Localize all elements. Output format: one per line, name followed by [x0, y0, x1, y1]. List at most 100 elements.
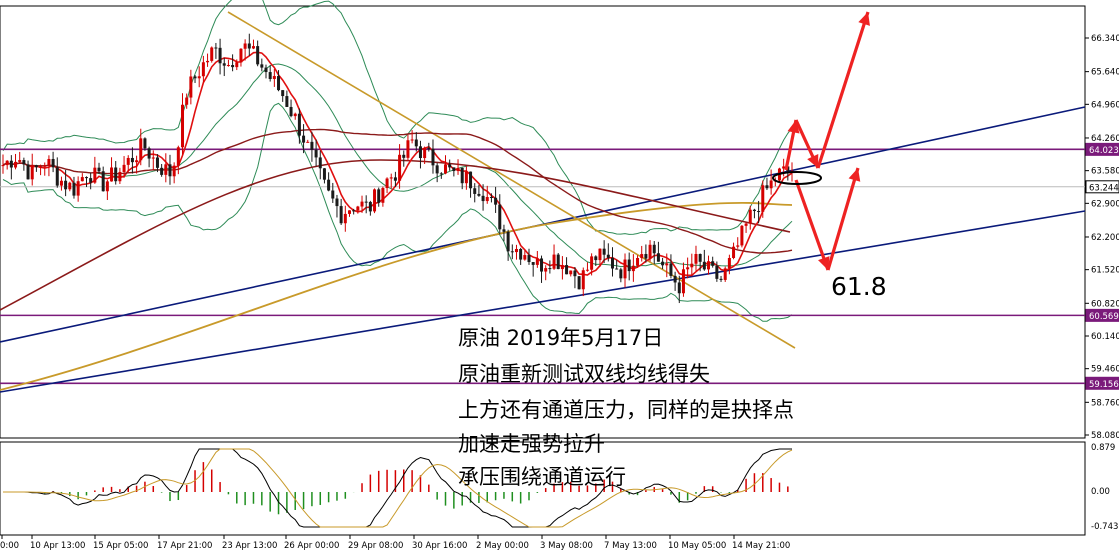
candle-body — [314, 149, 318, 158]
candle-body — [89, 178, 93, 183]
candle-body — [769, 180, 773, 189]
candle-body — [47, 158, 51, 166]
candle-body — [656, 253, 660, 262]
candle-body — [1, 165, 5, 167]
candle-body — [185, 97, 189, 105]
candle-body — [105, 181, 109, 192]
y-tick-label: 64.260 — [1091, 134, 1119, 144]
candle-body — [523, 255, 527, 260]
candle-body — [644, 254, 648, 259]
candle-body — [752, 209, 756, 212]
candle-body — [694, 254, 698, 264]
candle-body — [80, 177, 84, 182]
price-marker-label: 59.156 — [1089, 380, 1119, 390]
candle-body — [210, 47, 214, 61]
x-tick-label: 26 Apr 00:00 — [284, 541, 339, 551]
candle-body — [560, 265, 564, 270]
candle-body — [636, 258, 640, 266]
candle-body — [782, 166, 786, 169]
candle-body — [239, 48, 243, 63]
candle-body — [418, 146, 422, 159]
candle-body — [514, 248, 518, 253]
candle-body — [26, 164, 30, 180]
candle-body — [293, 113, 297, 117]
price-marker-label: 60.569 — [1089, 312, 1119, 322]
candle-body — [151, 157, 155, 159]
candle-body — [110, 167, 114, 182]
candle-body — [172, 165, 176, 177]
y-tick-label: 62.200 — [1091, 233, 1119, 243]
candle-body — [677, 282, 681, 294]
candle-body — [402, 154, 406, 158]
candle-body — [448, 164, 452, 168]
candle-body — [76, 181, 80, 196]
candle-body — [535, 258, 539, 265]
candle-body — [101, 171, 105, 192]
candle-body — [235, 62, 239, 68]
candle-body — [477, 193, 481, 196]
y-tick-label: 62.900 — [1091, 199, 1119, 209]
candle-body — [439, 173, 443, 175]
candle-body — [84, 177, 88, 179]
candle-body — [22, 160, 26, 165]
candle-body — [347, 210, 351, 214]
candle-body — [598, 248, 602, 261]
candle-body — [606, 254, 610, 258]
horizontal-levels — [0, 148, 1085, 385]
candle-body — [652, 244, 656, 254]
candle-body — [155, 157, 159, 168]
signal-line — [3, 448, 793, 528]
candle-body — [5, 160, 9, 166]
breakout-ellipse — [772, 171, 822, 185]
candle-body — [460, 167, 464, 184]
candle-body — [327, 179, 331, 191]
candle-body — [623, 259, 627, 279]
candle-body — [431, 148, 435, 166]
candle-body — [494, 197, 498, 205]
candle-body — [310, 141, 314, 150]
candle-body — [51, 158, 55, 168]
candle-body — [548, 268, 552, 270]
x-tick-label: 14 May 21:00 — [732, 541, 790, 551]
candle-body — [498, 204, 502, 230]
candle-body — [427, 147, 431, 149]
candle-body — [322, 168, 326, 180]
candle-body — [126, 157, 130, 165]
candle-body — [297, 113, 301, 136]
candle-body — [114, 167, 118, 182]
price-marker-label: 63.244 — [1089, 183, 1119, 193]
candle-body — [360, 201, 364, 207]
candle-body — [581, 270, 585, 290]
candle-body — [231, 65, 235, 68]
y-tick-label: 58.080 — [1091, 431, 1119, 441]
candle-body — [757, 211, 761, 213]
candle-body — [72, 182, 76, 196]
candle-body — [715, 265, 719, 279]
candle-body — [97, 167, 101, 172]
x-tick-label: 23 Apr 13:00 — [222, 541, 277, 551]
candle-body — [506, 231, 510, 252]
candle-body — [331, 190, 335, 199]
candle-body — [189, 76, 193, 98]
x-tick-label: 3 May 08:00 — [540, 541, 593, 551]
candle-body — [502, 229, 506, 232]
macd-tick-label: -0.7436 — [1091, 522, 1119, 532]
candle-body — [335, 198, 339, 207]
price-markers: 64.023 63.244 60.569 59.156 — [1085, 142, 1119, 390]
candle-body — [393, 177, 397, 181]
x-tick-label: 15 Apr 05:00 — [93, 541, 148, 551]
candle-body — [740, 225, 744, 246]
candle-body — [352, 210, 356, 212]
candle-body — [610, 257, 614, 269]
annotation-line-5: 承压围绕通道运行 — [458, 465, 626, 489]
candle-body — [732, 246, 736, 259]
candle-body — [686, 267, 690, 270]
candle-body — [214, 47, 218, 49]
candle-body — [456, 167, 460, 172]
x-tick-label: 10 Apr 13:00 — [30, 541, 85, 551]
candle-body — [711, 261, 715, 266]
candle-body — [122, 164, 126, 172]
candle-body — [218, 47, 222, 64]
y-tick-label: 63.580 — [1091, 167, 1119, 177]
